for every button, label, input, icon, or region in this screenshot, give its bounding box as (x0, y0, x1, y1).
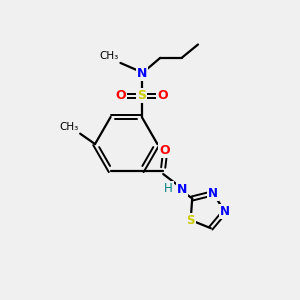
Text: CH₃: CH₃ (59, 122, 79, 132)
Text: O: O (116, 89, 126, 102)
Text: S: S (137, 89, 146, 102)
Text: S: S (186, 214, 195, 226)
Text: O: O (159, 144, 170, 157)
Text: N: N (220, 205, 230, 218)
Text: O: O (157, 89, 168, 102)
Text: N: N (208, 187, 218, 200)
Text: H: H (164, 182, 173, 194)
Text: N: N (136, 67, 147, 80)
Text: CH₃: CH₃ (100, 51, 119, 62)
Text: N: N (177, 183, 187, 196)
